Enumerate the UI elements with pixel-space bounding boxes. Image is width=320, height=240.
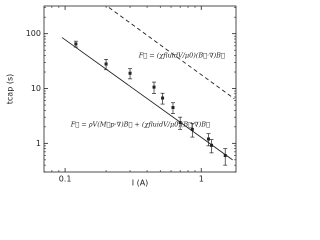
- x-axis-label: I (A): [132, 179, 149, 188]
- point: [152, 85, 156, 89]
- x-tick-label: 1: [199, 175, 204, 184]
- point: [128, 71, 132, 75]
- y-axis-label: tcap (s): [6, 74, 15, 104]
- plot-frame: [43, 5, 237, 173]
- point: [104, 62, 108, 66]
- y-tick-label: 100: [26, 29, 41, 38]
- fit-line: [61, 37, 233, 161]
- annotation: F⃗ = (χfluidV/μ0)(B⃗·∇)B⃗: [138, 52, 225, 60]
- y-tick-label: 10: [31, 84, 41, 93]
- point: [223, 153, 227, 157]
- point: [210, 143, 214, 147]
- point: [206, 137, 210, 141]
- fit-line: [108, 7, 235, 100]
- annotation: F⃗ = ρV(M⃗p·∇)B⃗ + (χfluidV/μ0)(B⃗·∇)B⃗: [70, 121, 210, 129]
- point: [171, 106, 175, 110]
- chart: I (A) tcap (s) 0.1 1 1 10 100 F⃗ = (χfluidV/μ…: [6, 5, 237, 188]
- point: [74, 42, 78, 46]
- point: [190, 127, 194, 131]
- x-tick-label: 0.1: [59, 175, 72, 184]
- y-tick-label: 1: [36, 139, 41, 148]
- point: [161, 96, 165, 100]
